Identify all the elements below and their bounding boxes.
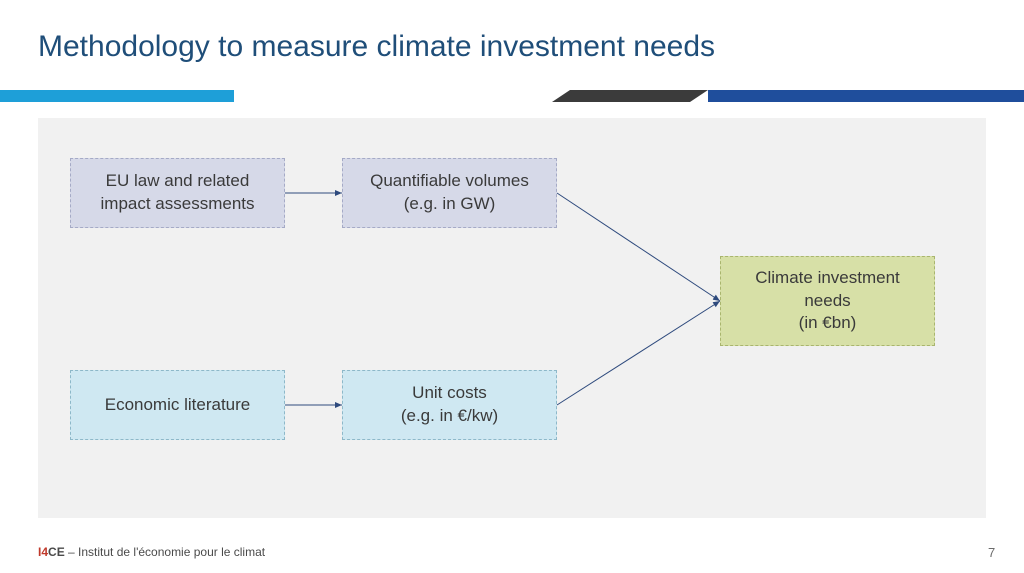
footer-suffix: – Institut de l'économie pour le climat	[65, 545, 265, 559]
node-result: Climate investment needs (in €bn)	[720, 256, 935, 346]
brand-ce: CE	[48, 545, 65, 559]
node-label: Climate investment needs (in €bn)	[731, 267, 924, 336]
dark-bar-shape	[552, 90, 708, 102]
node-label: EU law and related impact assessments	[81, 170, 274, 216]
node-label: Economic literature	[105, 394, 251, 417]
node-econ-lit: Economic literature	[70, 370, 285, 440]
slide: Methodology to measure climate investmen…	[0, 0, 1024, 573]
node-label: Quantifiable volumes (e.g. in GW)	[353, 170, 546, 216]
page-number: 7	[988, 545, 995, 560]
node-unit-costs: Unit costs (e.g. in €/kw)	[342, 370, 557, 440]
footer-brand: I4CE – Institut de l'économie pour le cl…	[38, 545, 265, 559]
node-volumes: Quantifiable volumes (e.g. in GW)	[342, 158, 557, 228]
node-label: Unit costs (e.g. in €/kw)	[401, 382, 498, 428]
node-eu-law: EU law and related impact assessments	[70, 158, 285, 228]
accent-bar-right	[708, 90, 1024, 102]
